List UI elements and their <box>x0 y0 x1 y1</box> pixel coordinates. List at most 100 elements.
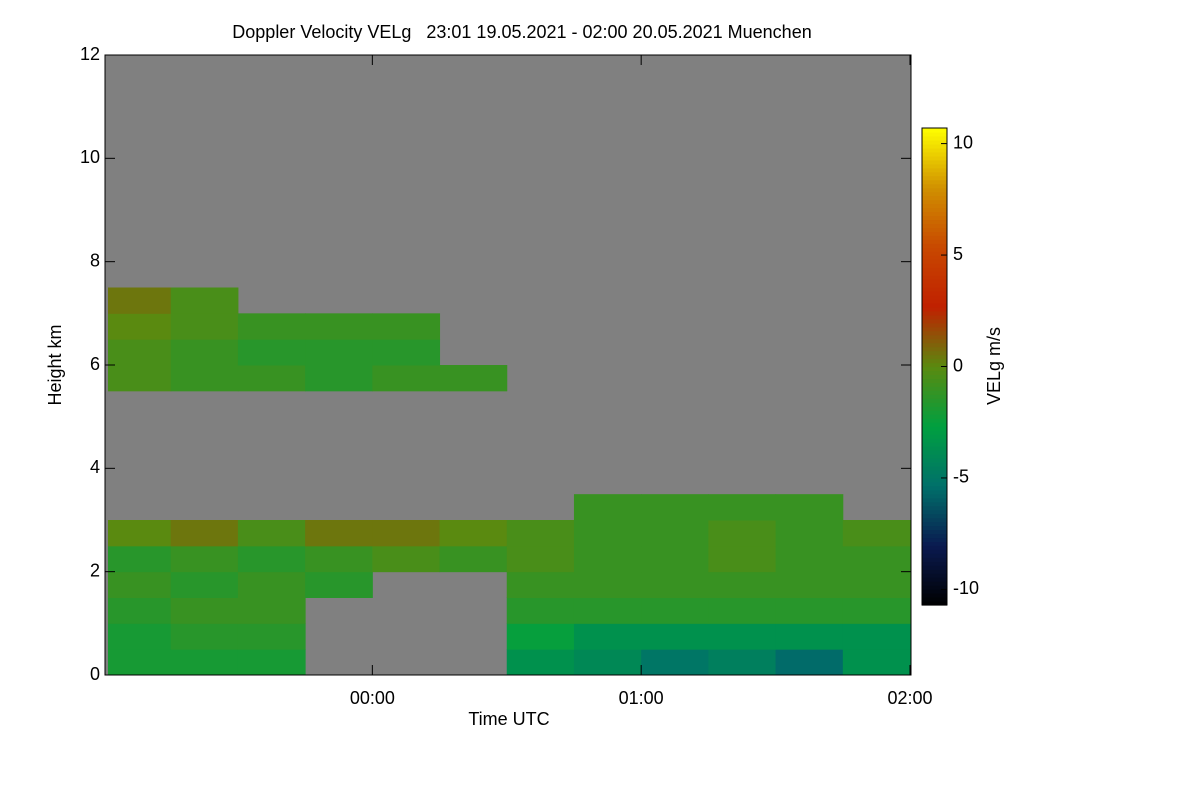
y-tick-label: 10 <box>80 147 100 167</box>
colorbar-segment <box>922 219 947 224</box>
heatmap-cell <box>439 545 508 573</box>
colorbar-segment <box>922 350 947 356</box>
colorbar-segment <box>922 187 947 193</box>
colorbar-segment <box>922 493 947 499</box>
colorbar-segment <box>922 151 947 157</box>
colorbar-segment <box>922 593 947 598</box>
heatmap-cell <box>372 545 441 573</box>
heatmap-cell <box>842 545 911 573</box>
heatmap-cell <box>237 545 306 573</box>
colorbar-segment <box>922 223 947 228</box>
colorbar-segment <box>922 573 947 578</box>
colorbar-segment <box>922 271 947 276</box>
heatmap-cell <box>573 623 642 650</box>
heatmap-cell <box>842 571 911 598</box>
y-axis-label: Height km <box>45 324 65 405</box>
heatmap-cell <box>170 597 239 624</box>
heatmap-cell <box>170 649 239 676</box>
heatmap-cell <box>506 623 575 650</box>
colorbar-segment <box>922 159 947 165</box>
colorbar-segment <box>922 525 947 531</box>
heatmap-cell <box>372 313 441 340</box>
heatmap-cell <box>506 520 575 547</box>
colorbar-segment <box>922 283 947 288</box>
colorbar-segment <box>922 131 947 137</box>
colorbar-segment <box>922 294 947 300</box>
colorbar-tick-label: 10 <box>953 132 973 152</box>
colorbar-segment <box>922 163 947 169</box>
heatmap-cell <box>708 545 777 573</box>
heatmap-cell <box>775 494 844 521</box>
colorbar-segment <box>922 505 947 511</box>
heatmap-cell <box>237 339 306 366</box>
colorbar-segment <box>922 239 947 244</box>
colorbar-segment <box>922 418 947 423</box>
colorbar-segment <box>922 577 947 582</box>
colorbar-segment <box>922 465 947 471</box>
colorbar-segment <box>922 362 947 368</box>
colorbar-segment <box>922 314 947 320</box>
heatmap-cell <box>439 365 508 392</box>
heatmap-cell <box>775 571 844 598</box>
colorbar-segment <box>922 263 947 268</box>
heatmap-cell <box>237 623 306 650</box>
colorbar-segment <box>922 446 947 451</box>
heatmap-cell <box>708 494 777 521</box>
colorbar-segment <box>922 306 947 312</box>
colorbar-segment <box>922 434 947 439</box>
colorbar-segment <box>922 453 947 459</box>
colorbar-segment <box>922 481 947 487</box>
heatmap-cell <box>170 313 239 340</box>
heatmap-cell <box>305 571 373 598</box>
colorbar-segment <box>922 330 947 336</box>
colorbar-segment <box>922 410 947 415</box>
colorbar-segment <box>922 322 947 328</box>
heatmap-cell <box>641 520 709 547</box>
colorbar-segment <box>922 247 947 252</box>
colorbar-segment <box>922 203 947 209</box>
colorbar-segment <box>922 382 947 387</box>
heatmap-cell <box>305 339 373 366</box>
colorbar-segment <box>922 370 947 376</box>
heatmap-cell <box>708 571 777 598</box>
heatmap-cell <box>108 313 172 340</box>
heatmap-cell <box>237 313 306 340</box>
colorbar-segment <box>922 549 947 554</box>
colorbar-segment <box>922 135 947 141</box>
heatmap-cell <box>775 623 844 650</box>
heatmap-cell <box>641 623 709 650</box>
colorbar-segment <box>922 398 947 403</box>
colorbar-segment <box>922 533 947 539</box>
colorbar-segment <box>922 461 947 467</box>
y-tick-label: 12 <box>80 44 100 64</box>
colorbar-segment <box>922 302 947 308</box>
colorbar-tick-label: 5 <box>953 244 963 264</box>
colorbar-segment <box>922 267 947 272</box>
x-tick-label: 00:00 <box>350 688 395 708</box>
colorbar-segment <box>922 541 947 546</box>
colorbar-segment <box>922 485 947 491</box>
colorbar-segment <box>922 259 947 264</box>
heatmap-cell <box>108 623 172 650</box>
heatmap-cell <box>305 520 373 547</box>
heatmap-cell <box>506 597 575 624</box>
colorbar-segment <box>922 517 947 523</box>
heatmap-cell <box>573 520 642 547</box>
heatmap-cell <box>372 339 441 366</box>
heatmap-cell <box>305 365 373 392</box>
colorbar-segment <box>922 155 947 161</box>
heatmap-cell <box>573 494 642 521</box>
colorbar-segment <box>922 143 947 149</box>
colorbar-segment <box>922 402 947 407</box>
heatmap-cell <box>372 365 441 392</box>
colorbar-segment <box>922 386 947 391</box>
heatmap-cell <box>108 545 172 573</box>
colorbar-segment <box>922 597 947 602</box>
colorbar-segment <box>922 521 947 527</box>
heatmap-cell <box>842 597 911 624</box>
heatmap-cell <box>108 597 172 624</box>
colorbar-segment <box>922 199 947 205</box>
colorbar-segment <box>922 251 947 256</box>
colorbar-segment <box>922 346 947 352</box>
